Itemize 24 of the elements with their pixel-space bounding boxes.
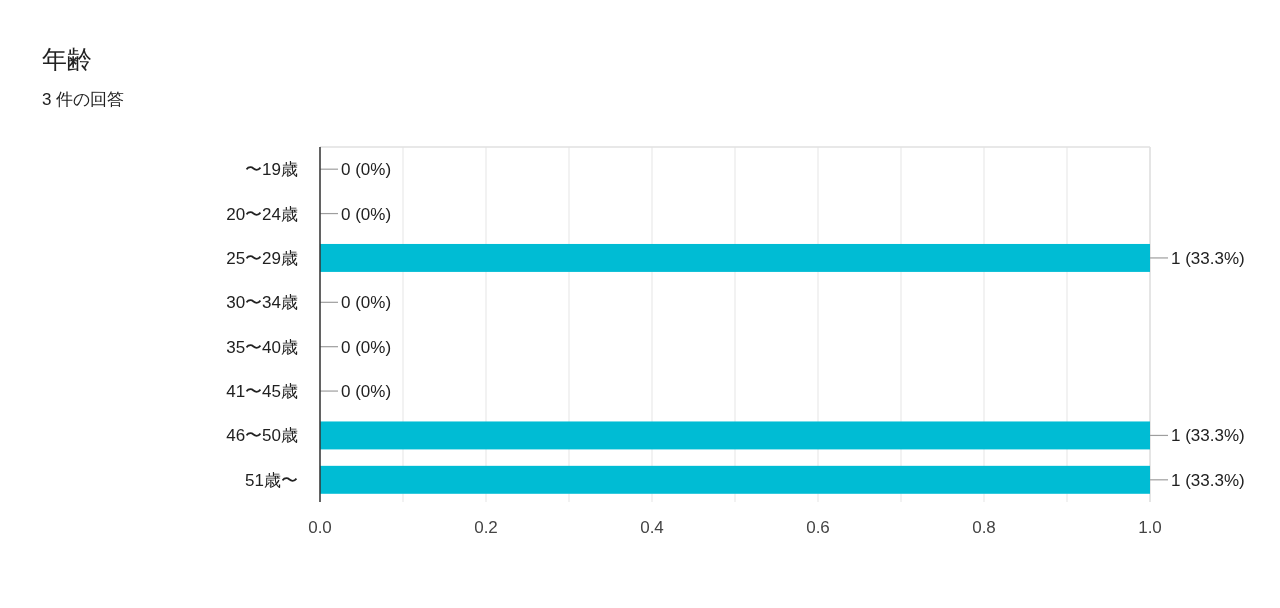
data-label: 1 (33.3%) [1171,470,1245,490]
y-tick-label: 30〜34歳 [226,293,298,313]
y-tick-label: 46〜50歳 [226,426,298,446]
text: 3 件の回答 [42,90,125,109]
x-tick-label: 0.2 [474,518,498,537]
y-tick-label: 35〜40歳 [226,337,298,357]
x-tick-label: 0.6 [806,518,830,537]
x-tick-label: 0.4 [640,518,664,537]
data-label: 1 (33.3%) [1171,248,1245,268]
data-label: 0 (0%) [341,293,392,313]
y-tick-label: 41〜45歳 [226,382,298,402]
data-label: 0 (0%) [341,204,392,224]
data-label: 1 (33.3%) [1171,426,1245,446]
data-label: 0 (0%) [341,160,392,180]
data-label: 0 (0%) [341,337,392,357]
y-tick-label: 20〜24歳 [226,204,298,224]
y-tick-label: 〜19歳 [245,160,298,180]
x-tick-label: 0.0 [308,518,332,537]
text: 年齢 [42,45,92,73]
data-label: 0 (0%) [341,382,392,402]
x-tick-label: 0.8 [972,518,996,537]
y-tick-label: 51歳〜 [245,470,298,490]
x-tick-label: 1.0 [1138,518,1162,537]
y-tick-label: 25〜29歳 [226,248,298,268]
